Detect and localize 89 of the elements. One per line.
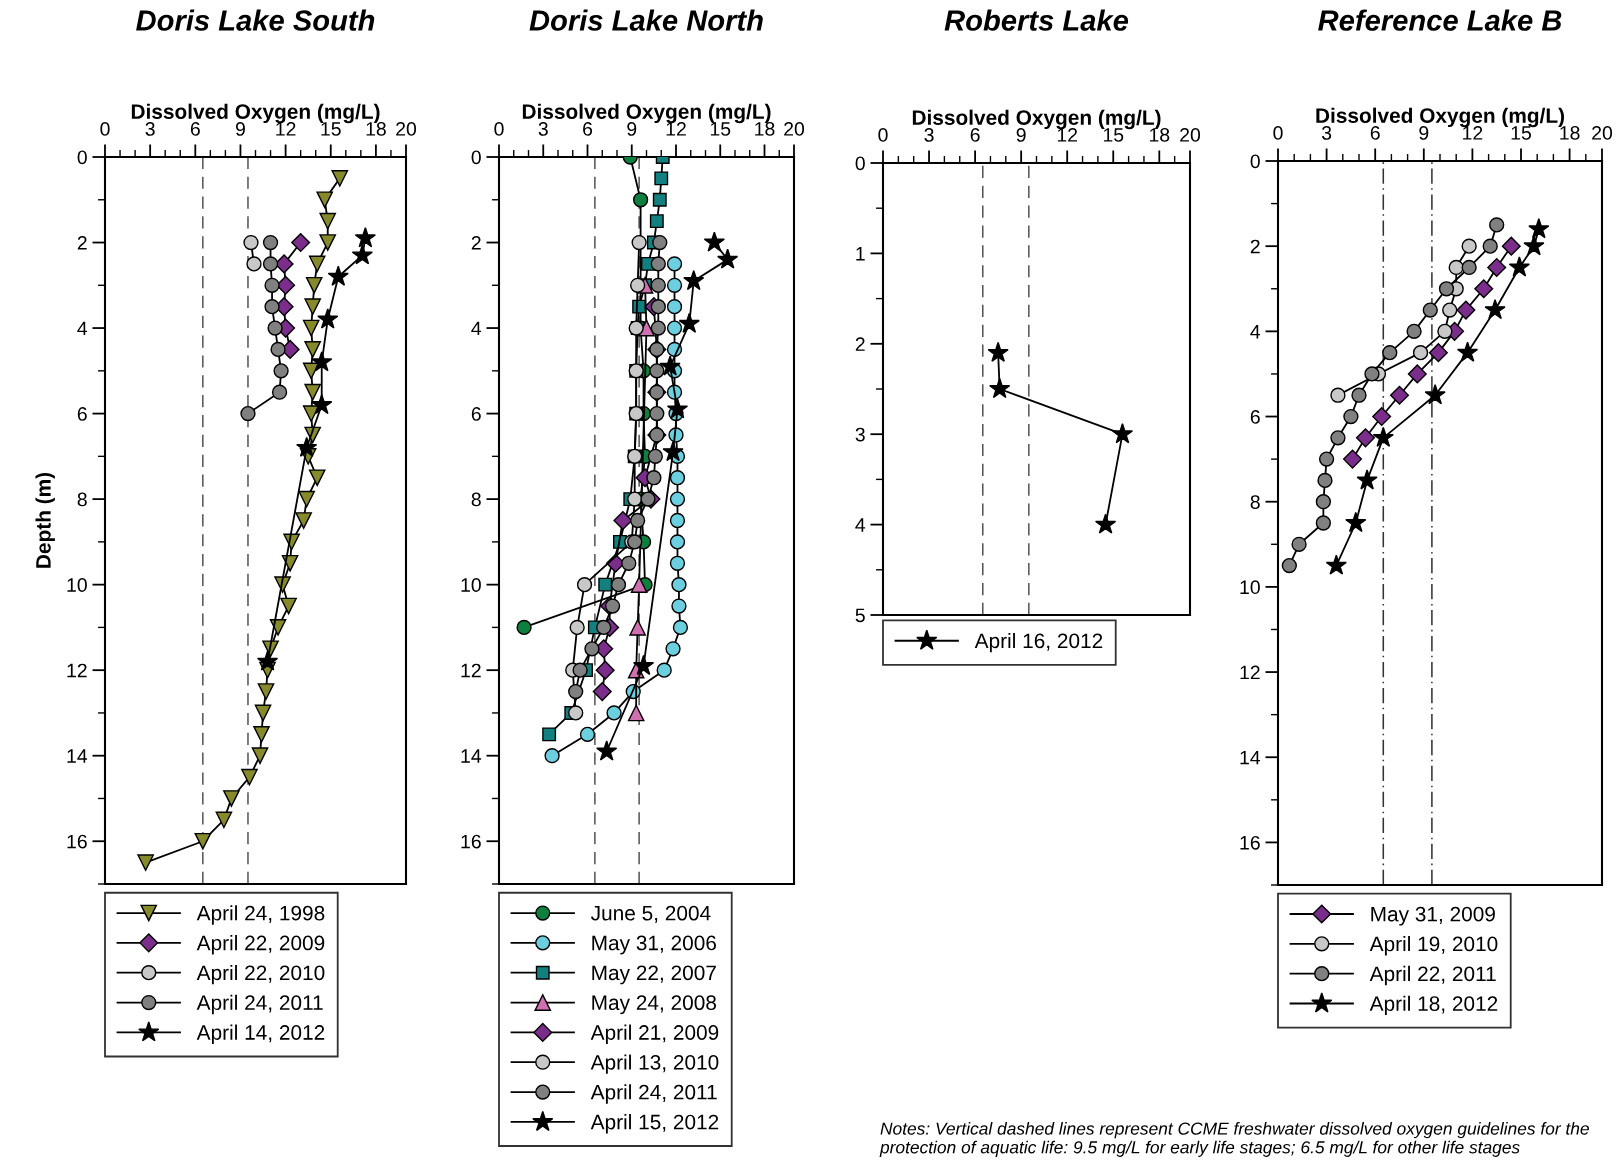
- x-tick-label: 12: [666, 122, 686, 136]
- legend-label: April 14, 2012: [196, 1024, 325, 1044]
- y-tick-label: 10: [67, 578, 87, 592]
- legend-label: April 22, 2009: [196, 935, 325, 955]
- x-tick-label: 15: [710, 122, 731, 136]
- y-tick-label: 10: [1240, 580, 1260, 595]
- y-axis-title: Depth (m): [35, 472, 55, 568]
- y-tick-label: 4: [1250, 325, 1261, 339]
- x-tick-label: 20: [784, 122, 805, 136]
- legend-label: April 22, 2011: [1369, 965, 1496, 986]
- x-tick-label: 12: [276, 122, 296, 136]
- y-tick-label: 8: [77, 492, 87, 507]
- y-tick-label: 0: [855, 156, 865, 171]
- legend-label: April 24, 2011: [196, 994, 323, 1015]
- y-tick-label: 3: [855, 427, 865, 442]
- y-tick-label: 10: [461, 578, 481, 592]
- legend-label: May 31, 2009: [1371, 906, 1495, 926]
- y-tick-label: 14: [1240, 750, 1261, 765]
- legend-label: April 24, 1998: [196, 905, 325, 925]
- y-tick-label: 12: [461, 663, 481, 678]
- chart-title: Doris Lake South: [136, 9, 375, 31]
- legend-label: April 21, 2009: [590, 1024, 719, 1044]
- y-tick-label: 4: [77, 321, 88, 336]
- x-tick-label: 20: [396, 122, 417, 136]
- x-tick-label: 0: [878, 128, 888, 142]
- x-tick-label: 0: [494, 122, 504, 136]
- legend-label: April 18, 2012: [1369, 995, 1498, 1016]
- x-tick-label: 18: [366, 122, 386, 136]
- text: Notes: Vertical dashed lines represent CCME freshwater dissolved oxygen guidelines for the protection of aquatic life: 9.5 mg/L for early life stages; 6.5 mg/L for other life stages: [879, 1122, 1589, 1157]
- x-tick-label: 3: [1321, 126, 1332, 140]
- y-tick-label: 16: [67, 834, 87, 849]
- x-tick-label: 6: [1370, 126, 1380, 140]
- legend-label: May 24, 2008: [592, 995, 716, 1015]
- x-tick-label: 9: [235, 122, 245, 136]
- y-tick-label: 16: [461, 834, 481, 849]
- x-tick-label: 6: [190, 122, 200, 136]
- x-tick-label: 0: [1273, 126, 1283, 140]
- x-tick-label: 6: [970, 128, 980, 142]
- y-tick-label: 2: [1250, 239, 1260, 254]
- y-tick-label: 6: [471, 407, 481, 421]
- y-tick-label: 6: [1250, 410, 1260, 424]
- x-tick-label: 9: [1016, 128, 1026, 142]
- x-tick-label: 20: [1180, 128, 1201, 142]
- y-tick-label: 12: [1240, 665, 1260, 680]
- x-tick-label: 18: [755, 122, 775, 136]
- legend-label: April 13, 2010: [590, 1054, 719, 1074]
- y-tick-label: 5: [855, 608, 865, 623]
- x-tick-label: 3: [145, 122, 155, 136]
- y-tick-label: 2: [855, 337, 865, 351]
- y-tick-label: 8: [471, 492, 481, 507]
- x-tick-label: 9: [627, 122, 637, 136]
- x-tick-label: 18: [1560, 126, 1580, 140]
- legend-label: April 16, 2012: [974, 632, 1103, 653]
- x-tick-label: 18: [1149, 128, 1170, 142]
- y-tick-label: 4: [471, 321, 482, 336]
- x-tick-label: 0: [100, 122, 110, 136]
- y-tick-label: 0: [471, 150, 481, 165]
- x-tick-label: 6: [583, 122, 593, 136]
- legend-label: May 22, 2007: [592, 965, 716, 985]
- chart-title: Roberts Lake: [944, 9, 1129, 31]
- x-tick-label: 15: [1103, 128, 1124, 142]
- y-tick-label: 12: [67, 663, 87, 678]
- y-tick-label: 2: [77, 236, 87, 250]
- y-tick-label: 2: [471, 236, 481, 250]
- y-tick-label: 8: [1250, 495, 1260, 509]
- y-tick-label: 1: [856, 247, 865, 261]
- chart-title: Doris Lake North: [529, 9, 763, 31]
- x-tick-label: 20: [1592, 126, 1613, 140]
- y-tick-label: 0: [1250, 154, 1260, 169]
- legend-label: April 15, 2012: [590, 1114, 719, 1134]
- y-tick-label: 6: [77, 407, 87, 421]
- y-tick-label: 16: [1240, 835, 1260, 850]
- legend-label: April 19, 2010: [1369, 936, 1498, 956]
- legend-label: June 5, 2004: [590, 905, 711, 923]
- legend-label: May 31, 2006: [592, 935, 716, 955]
- legend-label: April 24, 2011: [590, 1084, 717, 1104]
- y-tick-label: 14: [67, 749, 88, 763]
- y-tick-label: 0: [77, 150, 87, 165]
- x-tick-label: 15: [321, 122, 341, 136]
- legend-label: April 22, 2010: [196, 964, 325, 985]
- x-tick-label: 12: [1463, 126, 1483, 140]
- x-tick-label: 12: [1057, 128, 1078, 142]
- x-tick-label: 15: [1511, 126, 1531, 140]
- y-tick-label: 14: [461, 749, 482, 763]
- chart-title: Reference Lake B: [1318, 9, 1562, 31]
- x-tick-label: 3: [538, 122, 548, 136]
- y-tick-label: 4: [855, 518, 866, 532]
- x-tick-label: 9: [1419, 126, 1429, 140]
- x-tick-label: 3: [924, 128, 934, 142]
